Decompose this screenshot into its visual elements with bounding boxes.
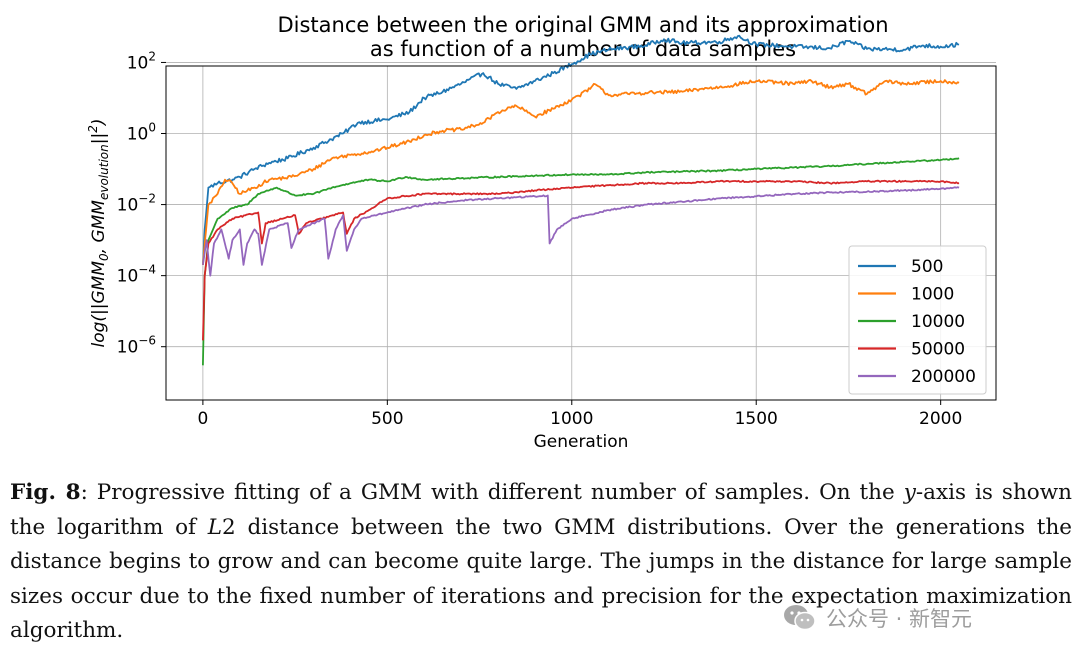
legend-label-200000: 200000 [911, 367, 976, 387]
series-line-50000 [202, 179, 960, 341]
x-axis-ticks: 0 500 1000 1500 2000 [197, 400, 962, 429]
legend-label-1000: 1000 [911, 285, 954, 305]
caption-l-italic: L [207, 514, 223, 540]
y-axis-label: log(||GMM0, GMMevolution||2) [86, 119, 111, 348]
legend-label-500: 500 [911, 257, 943, 277]
chart-legend: 500 1000 10000 50000 200000 [848, 245, 987, 395]
caption-label: Fig. 8 [10, 480, 81, 505]
plot-frame [165, 65, 997, 401]
chart-figure: Distance between the original GMM and it… [86, 13, 997, 452]
series-line-10000 [202, 157, 960, 366]
legend-label-10000: 10000 [911, 312, 965, 332]
figure-caption: Fig. 8: Progressive fitting of a GMM wit… [10, 476, 1072, 649]
watermark: 公众号 · 新智元 [782, 598, 972, 638]
watermark-text: 公众号 · 新智元 [826, 607, 973, 631]
x-tick-label: 500 [371, 409, 403, 429]
x-tick-label: 0 [197, 409, 208, 429]
caption-l2-rest: 2 [222, 514, 236, 540]
series-line-200000 [202, 186, 960, 277]
x-tick-label: 1500 [735, 409, 778, 429]
y-label-sub1: evolution [97, 144, 111, 200]
chart-title-line2: as function of a number of data samples [370, 37, 796, 61]
y-tick-label: 10−6 [117, 334, 156, 358]
series-line-500 [202, 34, 960, 265]
caption-text-3: distance between the two GMM distributio… [10, 514, 1073, 644]
y-label-end: ) [89, 119, 109, 128]
y-axis-ticks: 102 100 10−2 10−4 10−6 [117, 49, 166, 358]
y-label-sup: 2 [86, 125, 100, 133]
y-label-post: || [89, 133, 109, 144]
legend-frame [848, 245, 987, 395]
y-tick-label: 100 [127, 121, 156, 145]
x-tick-label: 2000 [919, 409, 962, 429]
x-axis-label: Generation [534, 432, 629, 452]
y-tick-label: 10−2 [117, 192, 156, 216]
caption-text-2: -axis is shown the logarithm of [10, 480, 1072, 540]
plot-lines [202, 34, 960, 366]
y-label-sub0: 0 [97, 253, 111, 261]
caption-text-1: : Progressive fitting of a GMM with diff… [80, 480, 904, 505]
wechat-icon [784, 605, 816, 631]
y-tick-label: 10−4 [117, 263, 156, 287]
chart-title: Distance between the original GMM and it… [277, 13, 888, 61]
x-tick-label: 1000 [550, 409, 593, 429]
chart-title-line1: Distance between the original GMM and it… [277, 13, 888, 37]
caption-y-italic: y [903, 480, 916, 505]
y-label-pre: log(||GMM [89, 261, 109, 348]
legend-label-50000: 50000 [911, 340, 965, 360]
y-tick-label: 102 [127, 49, 156, 73]
series-line-1000 [202, 79, 960, 265]
y-label-mid: , GMM [89, 200, 109, 254]
